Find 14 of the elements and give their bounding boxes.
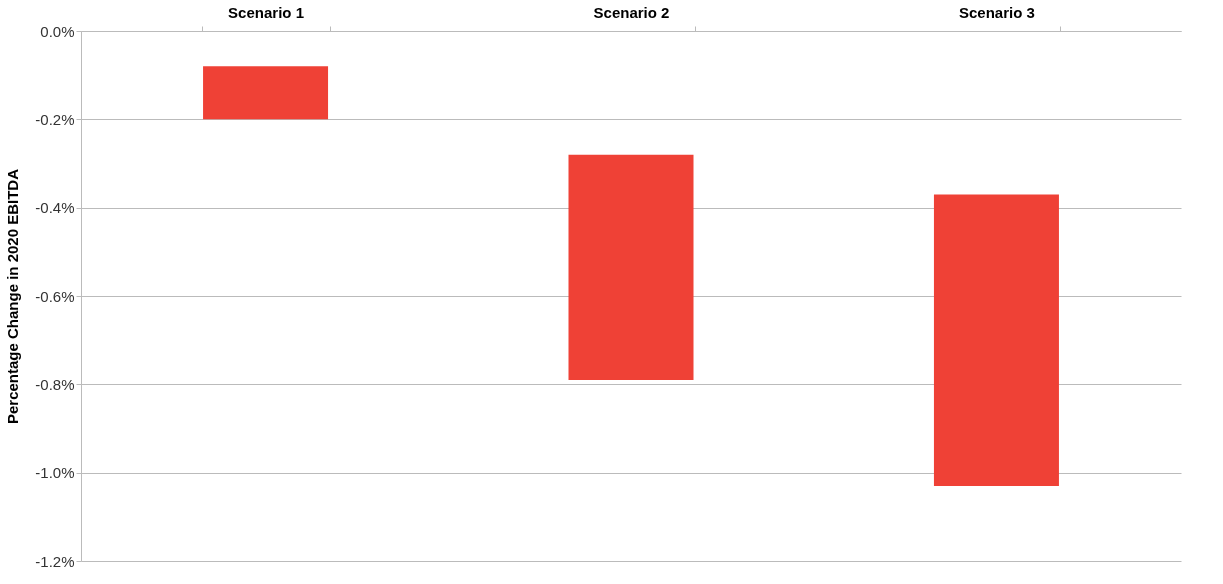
y-axis-title: Percentage Change in 2020 EBITDA (4, 168, 22, 425)
bar (933, 194, 1059, 486)
x-tick-label: Scenario 3 (959, 3, 1035, 21)
y-tick-label: -1.2% (35, 552, 75, 570)
y-tick-label: 0.0% (40, 22, 75, 40)
y-tick-label: -0.8% (35, 375, 75, 393)
x-tick-label: Scenario 1 (228, 3, 304, 21)
y-tick-label: -0.2% (35, 110, 75, 128)
bar (568, 154, 694, 380)
y-tick-label: -0.4% (35, 199, 75, 217)
bar (203, 66, 329, 120)
y-tick-label: -1.0% (35, 464, 75, 482)
x-tick-label: Scenario 2 (593, 3, 670, 21)
y-tick-label: -0.6% (35, 287, 75, 305)
